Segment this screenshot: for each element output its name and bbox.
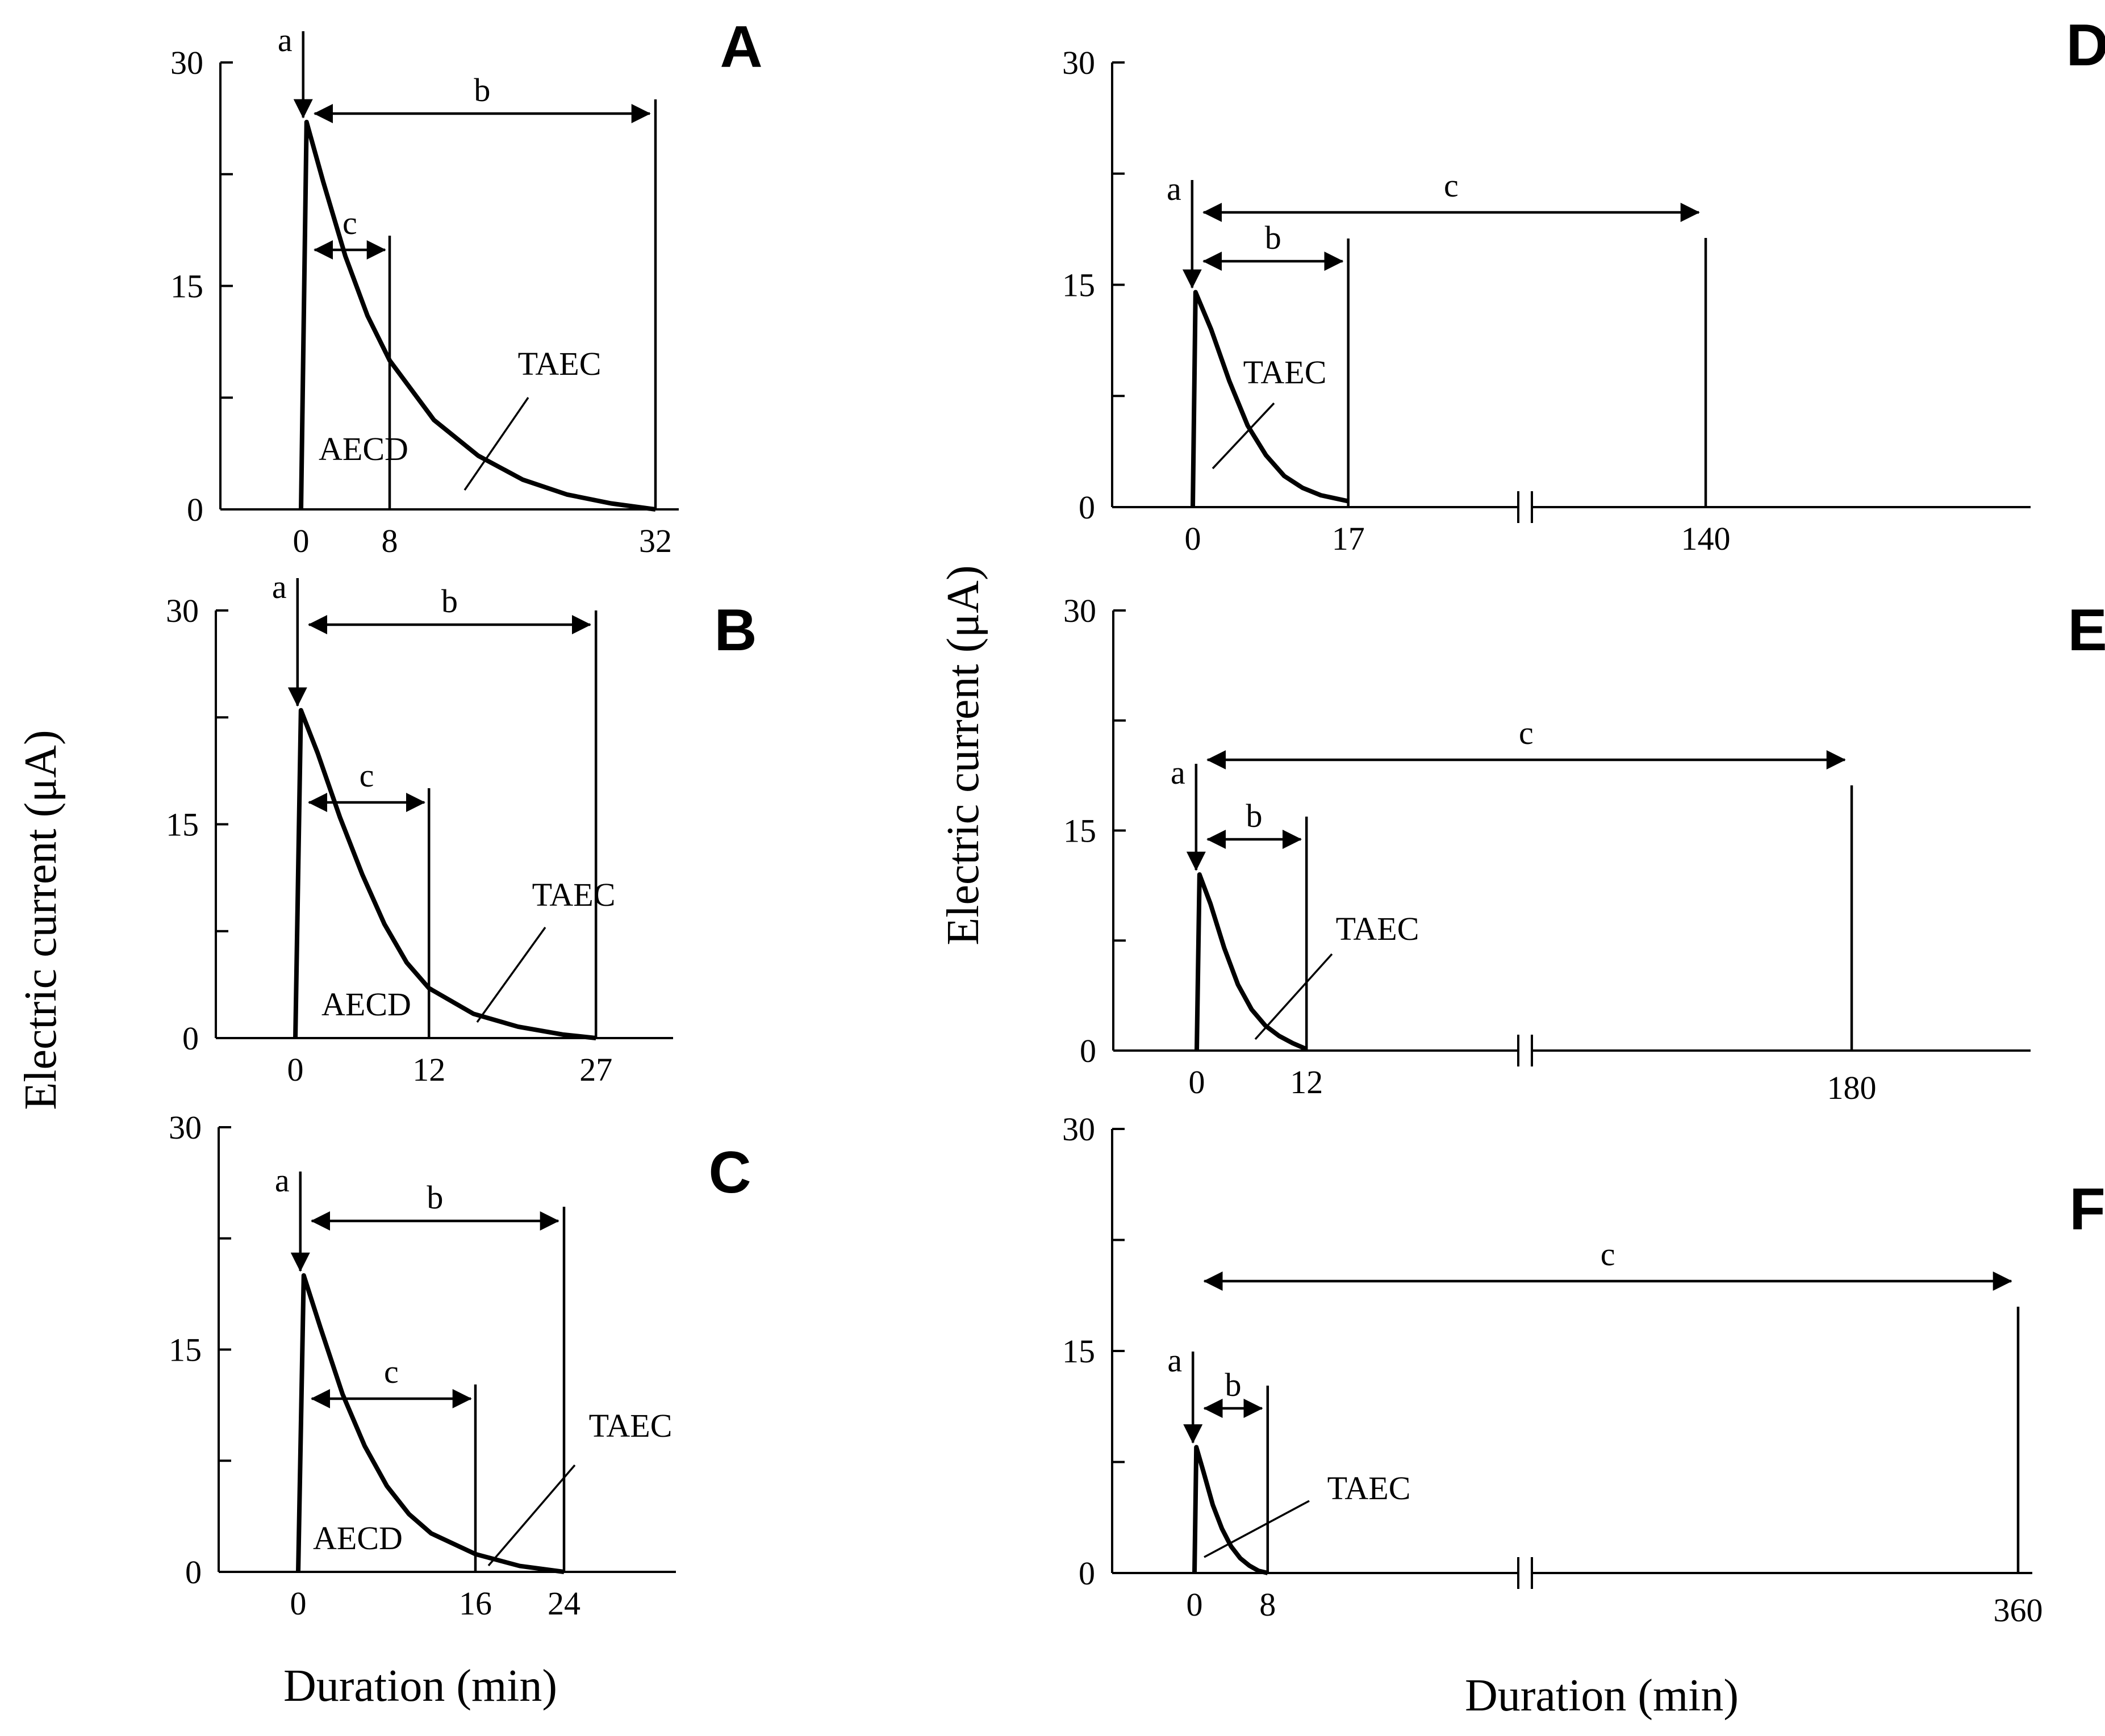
panel-d: 0 15 30 0 17 140 a b c TAEC D [1062,12,2105,557]
y-axis-title-left: Electric current (μA) [16,730,66,1110]
taec-leader [487,1464,576,1567]
taec-leader [1212,402,1275,470]
label-taec: TAEC [518,345,602,382]
current-curve [293,708,596,1040]
x-tick-label: 12 [412,1051,445,1088]
taec-leader [463,397,529,491]
x-tick-label: 0 [1185,520,1201,557]
label-a: a [275,1162,290,1199]
y-tick-label: 0 [1079,1555,1095,1592]
x-axis-title-right: Duration (min) [1465,1671,1739,1721]
taec-leader [476,926,546,1023]
panel-e: 0 15 30 0 12 180 a b c TAEC E [1063,592,2105,1106]
label-aecd: AECD [313,1520,403,1557]
panel-letter-d: D [2066,12,2105,78]
x-tick-label: 8 [1259,1586,1276,1623]
label-b: b [427,1179,443,1216]
y-tick-label: 15 [1063,813,1096,850]
label-b: b [474,72,490,108]
x-tick-label: 360 [1994,1592,2043,1629]
label-a: a [1171,754,1185,791]
y-tick-label: 0 [1079,489,1095,526]
panel-letter-f: F [2069,1177,2105,1243]
panels: 0 15 30 0 8 32 a b c TAEC AECD A 0 15 30 0 12 27 a b c TAEC AE… [166,12,2105,1629]
y-tick-label: 15 [1062,267,1095,304]
y-tick-label: 0 [185,1554,202,1591]
label-taec: TAEC [1327,1470,1411,1507]
label-a: a [1167,170,1181,207]
label-taec: TAEC [1243,354,1327,391]
label-b: b [1225,1366,1242,1403]
y-tick-label: 15 [169,1332,202,1369]
y-tick-label: 30 [166,592,199,629]
label-a: a [278,22,293,58]
label-b: b [1265,219,1281,256]
x-tick-label: 12 [1290,1064,1323,1101]
x-tick-label: 0 [1187,1586,1203,1623]
x-tick-label: 8 [382,522,398,559]
panel-letter-e: E [2068,597,2105,663]
label-c: c [1601,1236,1615,1273]
x-tick-label: 0 [290,1585,307,1622]
y-tick-label: 15 [1062,1333,1095,1370]
label-c: c [1444,167,1459,204]
x-tick-label: 32 [639,522,672,559]
x-tick-label: 27 [579,1051,612,1088]
x-axis-title-left: Duration (min) [283,1661,557,1711]
label-c: c [343,204,357,241]
y-tick-label: 0 [182,1020,199,1057]
label-c: c [1519,714,1534,751]
x-tick-label: 16 [459,1585,492,1622]
current-curve [1194,872,1308,1052]
panel-b: 0 15 30 0 12 27 a b c TAEC AECD B [166,568,757,1088]
label-c: c [384,1353,399,1390]
panel-letter-c: C [708,1140,751,1206]
label-a: a [1167,1342,1182,1379]
panel-f: 0 15 30 0 8 360 a b c TAEC F [1062,1111,2105,1629]
y-tick-label: 15 [166,806,199,843]
y-tick-label: 0 [187,491,203,528]
current-curve [299,119,656,512]
label-aecd: AECD [319,430,408,467]
x-tick-label: 0 [287,1051,304,1088]
label-taec: TAEC [532,876,616,913]
y-tick-label: 0 [1080,1032,1096,1069]
taec-leader [1204,1500,1310,1558]
panel-letter-b: B [714,597,757,663]
y-tick-label: 30 [1063,592,1096,629]
current-curve [296,1273,565,1574]
taec-leader [1254,953,1333,1040]
x-tick-label: 180 [1827,1069,1877,1106]
label-c: c [360,757,374,794]
x-tick-label: 24 [548,1585,580,1622]
label-taec: TAEC [589,1407,673,1444]
x-tick-label: 0 [293,522,310,559]
panel-c: 0 15 30 0 16 24 a b c TAEC AECD C [169,1109,751,1622]
x-tick-label: 140 [1681,520,1731,557]
x-tick-label: 17 [1332,520,1365,557]
current-curve [1192,1445,1268,1575]
y-axis-title-right: Electric current (μA) [938,565,988,945]
label-taec: TAEC [1336,910,1419,947]
y-tick-label: 30 [170,44,203,81]
label-aecd: AECD [321,986,411,1023]
panel-a: 0 15 30 0 8 32 a b c TAEC AECD A [170,14,763,559]
current-curve [1191,290,1349,508]
label-a: a [272,568,287,605]
y-tick-label: 30 [1062,44,1095,81]
y-tick-label: 30 [1062,1111,1095,1148]
y-tick-label: 30 [169,1109,202,1146]
label-b: b [1246,797,1263,834]
y-tick-label: 15 [170,268,203,305]
label-b: b [441,583,458,620]
x-tick-label: 0 [1189,1064,1205,1101]
panel-letter-a: A [720,14,762,80]
